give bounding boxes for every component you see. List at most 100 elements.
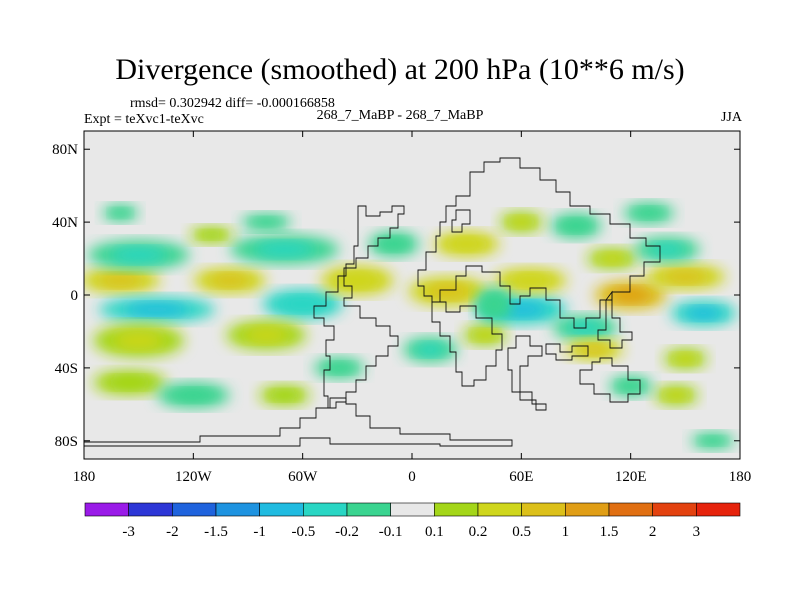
- field-core: [664, 389, 689, 401]
- field-feature: [87, 240, 190, 270]
- field-core: [663, 270, 708, 284]
- colorbar-swatch: [128, 502, 173, 517]
- colorbar-label: -1.5: [204, 524, 228, 540]
- field-feature: [240, 213, 292, 231]
- colorbar-swatch: [434, 502, 479, 517]
- coastline-eurasia-africa: [417, 157, 661, 329]
- y-tick-label: 80S: [55, 434, 78, 450]
- colorbar-swatch: [215, 502, 260, 517]
- field-feature: [565, 339, 624, 361]
- coastline-antarctica: [84, 397, 513, 447]
- field-feature: [408, 276, 489, 307]
- colorbar-swatch: [565, 502, 610, 517]
- coastline-australia: [579, 357, 641, 403]
- colorbar-swatch: [521, 502, 566, 517]
- field-feature: [98, 297, 216, 323]
- field-feature: [586, 248, 638, 270]
- x-tick-label: 120W: [175, 469, 213, 485]
- colorbar-swatch: [172, 502, 217, 517]
- field-core: [685, 306, 722, 320]
- field-core: [483, 295, 505, 313]
- colorbar-label: 0.5: [512, 524, 531, 540]
- coastline-americas: [313, 205, 405, 409]
- field-core: [649, 242, 686, 257]
- field-core: [634, 207, 663, 219]
- field-core: [109, 375, 150, 390]
- field-feature: [623, 202, 675, 224]
- colorbar-label: -3: [122, 524, 135, 540]
- field-feature: [258, 384, 310, 406]
- field-core: [280, 296, 325, 312]
- colorbar-label: -0.2: [335, 524, 359, 540]
- x-tick-label: 60E: [509, 469, 533, 485]
- field-core: [700, 436, 725, 446]
- field-feature: [663, 348, 708, 370]
- field-feature: [189, 226, 234, 244]
- colorbar-label: -0.1: [379, 524, 403, 540]
- y-tick-label: 40S: [55, 361, 78, 377]
- field-core: [415, 343, 446, 357]
- field-feature: [229, 234, 340, 265]
- colorbar-swatch: [390, 502, 435, 517]
- field-core: [561, 219, 591, 233]
- field-core: [199, 230, 224, 240]
- field-core: [254, 241, 315, 258]
- season-label: JJA: [720, 110, 742, 125]
- field-feature: [226, 320, 307, 350]
- field-feature: [608, 375, 653, 397]
- coastline-africa-south: [431, 301, 503, 387]
- colorbar-label: 2: [649, 524, 657, 540]
- field-feature: [550, 213, 602, 239]
- field-feature: [634, 236, 700, 263]
- colorbar-swatch: [346, 502, 391, 517]
- colorbar-swatch: [259, 502, 304, 517]
- field-feature: [402, 337, 458, 363]
- colorbar: -3 -2 -1.5 -1 -0.5 -0.2 -0.1 0.1 0.2 0.5 1 1.5 2 3: [84, 502, 741, 540]
- colorbar-swatch: [477, 502, 522, 517]
- field-layer: [84, 202, 737, 450]
- field-core: [337, 272, 378, 289]
- field-core: [472, 329, 497, 341]
- field-feature: [262, 289, 343, 319]
- colorbar-label: 1.5: [600, 524, 619, 540]
- chart-title: Divergence (smoothed) at 200 hPa (10**6 …: [115, 53, 685, 86]
- field-core: [426, 283, 471, 300]
- field-feature: [368, 231, 420, 257]
- field-core: [578, 344, 611, 356]
- colorbar-swatch: [696, 502, 741, 517]
- colorbar-swatch: [608, 502, 653, 517]
- x-tick-label: 180: [729, 469, 752, 485]
- colorbar-swatch: [652, 502, 697, 517]
- field-feature: [654, 384, 699, 406]
- colorbar-label: -0.5: [291, 524, 315, 540]
- field-feature: [494, 267, 567, 293]
- field-feature: [670, 300, 737, 326]
- field-feature: [93, 369, 166, 396]
- coastline-layer: [84, 157, 661, 447]
- field-feature: [102, 204, 139, 222]
- colorbar-swatch: [303, 502, 348, 517]
- experiment-label: Expt = teXvc1-teXvc: [84, 112, 204, 127]
- coastline-asia-east: [597, 290, 633, 349]
- x-tick-label: 120E: [615, 469, 647, 485]
- field-feature: [645, 264, 726, 290]
- y-tick-label: 0: [71, 288, 79, 304]
- field-core: [124, 303, 189, 317]
- field-core: [598, 253, 627, 265]
- field-feature: [193, 267, 267, 293]
- field-core: [110, 208, 131, 218]
- coastline-maritime: [507, 335, 547, 411]
- field-core: [448, 237, 485, 251]
- colorbar-swatch: [84, 502, 129, 517]
- field-feature: [84, 267, 161, 293]
- colorbar-label: 0.2: [469, 524, 488, 540]
- field-feature: [156, 382, 230, 408]
- colorbar-label: -2: [166, 524, 179, 540]
- y-tick-label: 40N: [52, 215, 78, 231]
- field-feature: [690, 432, 735, 450]
- field-feature: [463, 324, 507, 346]
- coastline-indonesia: [545, 343, 589, 361]
- field-feature: [313, 357, 365, 379]
- colorbar-label: 0.1: [425, 524, 444, 540]
